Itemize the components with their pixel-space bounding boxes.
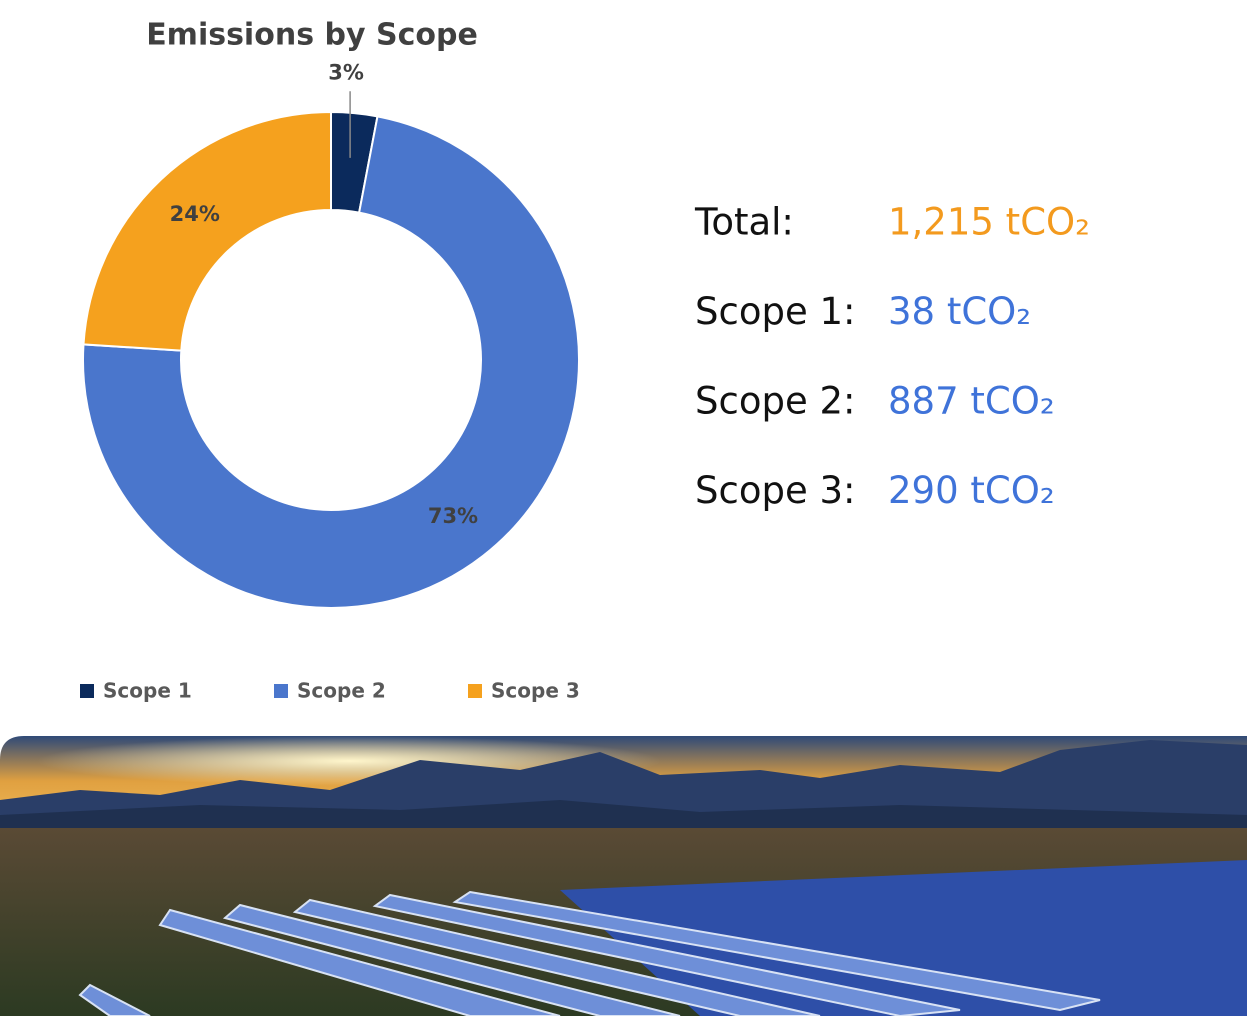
legend-swatch: [468, 684, 482, 698]
stat-value: 38 tCO₂: [888, 290, 1031, 333]
stat-label: Scope 3:: [695, 469, 855, 512]
slice: [82, 115, 580, 609]
solar-farm-photo: [0, 736, 1247, 1016]
stat-value: 290 tCO₂: [888, 469, 1055, 512]
legend-label: Scope 1: [103, 679, 192, 703]
legend-label: Scope 2: [297, 679, 386, 703]
data-label: 24%: [170, 202, 220, 226]
legend-label: Scope 3: [491, 679, 580, 703]
chart-title: Emissions by Scope: [146, 18, 478, 53]
stat-label: Scope 1:: [695, 290, 855, 333]
stat-value: 887 tCO₂: [888, 380, 1055, 423]
legend-swatch: [274, 684, 288, 698]
data-label: 3%: [328, 60, 364, 84]
data-label: 73%: [428, 504, 478, 528]
stat-label: Scope 2:: [695, 380, 855, 423]
stat-label: Total:: [694, 201, 794, 244]
stats-panel: Total: 1,215 tCO₂ Scope 1: 38 tCO₂ Scope 2: 8…: [694, 201, 1090, 513]
stat-value: 1,215 tCO₂: [888, 201, 1090, 244]
panel-rows: [78, 890, 1101, 1016]
legend-swatch: [80, 684, 94, 698]
slice: [82, 110, 332, 352]
donut: 3% 73% 24%: [82, 60, 580, 609]
legend: Scope 1 Scope 2 Scope 3: [80, 679, 580, 703]
